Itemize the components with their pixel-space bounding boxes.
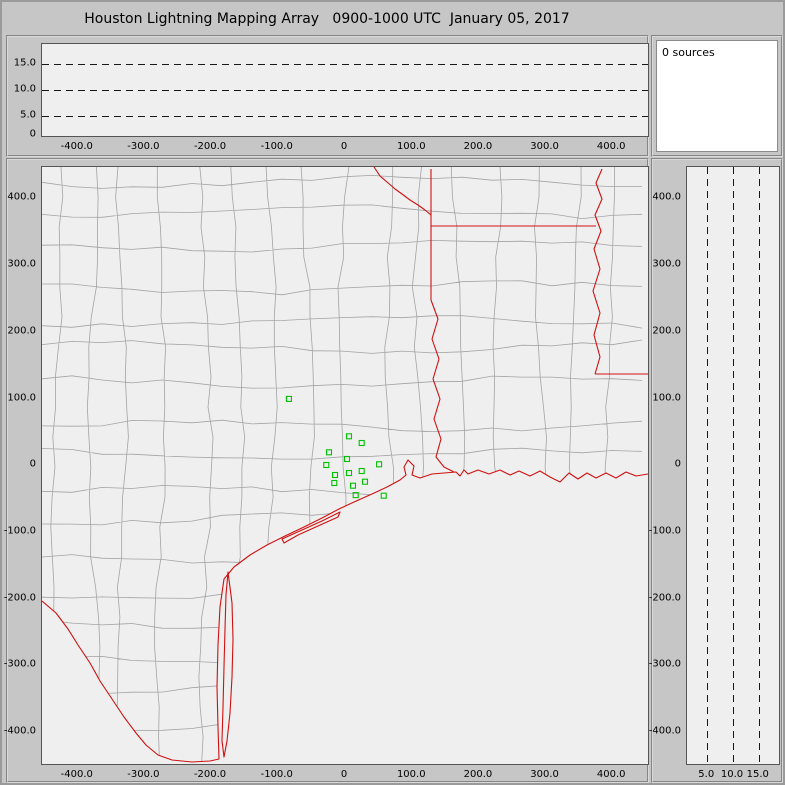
tick-label: 300.0 xyxy=(530,769,559,780)
lma-station-markers xyxy=(285,395,387,499)
tick-label: 200.0 xyxy=(652,325,681,337)
page-title: Houston Lightning Mapping Array 0900-100… xyxy=(84,11,570,27)
tick-label: 100.0 xyxy=(396,141,426,152)
lma-station-marker xyxy=(361,478,369,485)
tick-label: 10.0 xyxy=(13,83,36,95)
tick-label: 100.0 xyxy=(396,769,426,780)
tick-label: 0 xyxy=(29,128,36,140)
tick-label: 400.0 xyxy=(7,191,36,203)
altitude-ew-plot-area[interactable] xyxy=(41,43,649,137)
lma-station-marker xyxy=(352,492,359,499)
coastline-and-rio-grande xyxy=(42,459,648,763)
altitude-ns-y-axis-ticks: 400.0 300.0 200.0 100.0 0 -100.0 -200.0 -300.0 -… xyxy=(649,166,684,763)
tick-label: -400.0 xyxy=(3,725,36,737)
tick-label: -200.0 xyxy=(648,592,681,604)
source-count-panel-frame: 0 sources xyxy=(651,35,783,157)
lma-station-marker xyxy=(358,439,365,447)
county-boundaries xyxy=(42,167,643,762)
source-count-label: 0 sources xyxy=(662,46,715,59)
tick-label: -200.0 xyxy=(193,769,227,780)
tick-label: 5.0 xyxy=(698,769,715,780)
tick-label: 200.0 xyxy=(463,769,493,780)
map-canvas xyxy=(42,167,648,763)
plan-view-map-frame: 400.0 300.0 200.0 100.0 0 -100.0 -200.0 -300.0-… xyxy=(4,158,649,783)
lma-station-marker xyxy=(325,449,333,456)
tick-label: -100.0 xyxy=(3,525,36,537)
lma-station-marker xyxy=(331,479,338,487)
altitude-gridline-10km xyxy=(733,167,734,764)
lma-station-marker xyxy=(285,395,292,402)
tick-label: 400.0 xyxy=(652,191,681,203)
altitude-ew-x-axis-ticks: -400.0 -300.0 -200.0 -100.0 0 100.0 200.0 300.0… xyxy=(41,139,647,154)
map-x-axis-ticks: -400.0 -300.0 -200.0 -100.0 0 100.0 200.0 300.0… xyxy=(41,767,647,782)
tick-label: -400.0 xyxy=(60,141,93,152)
sabine-river-border xyxy=(430,299,455,473)
lma-station-marker xyxy=(349,482,357,489)
lma-station-marker xyxy=(331,471,339,479)
tick-label: 10.0 xyxy=(720,769,744,780)
lma-station-marker xyxy=(345,433,353,440)
tick-label: -100.0 xyxy=(648,525,681,537)
county-boundary-lines xyxy=(42,167,643,762)
altitude-ew-y-axis-ticks: 15.0 10.0 5.0 0 xyxy=(8,43,39,140)
altitude-gridline-15km xyxy=(42,64,648,66)
tick-label: -300.0 xyxy=(3,658,36,670)
altitude-gridline-10km xyxy=(42,90,648,91)
tick-label: 15.0 xyxy=(746,769,769,780)
lma-station-marker xyxy=(323,461,330,469)
source-count-panel[interactable]: 0 sources xyxy=(656,40,778,152)
altitude-ns-panel-frame: 400.0 300.0 200.0 100.0 0 -100.0 -200.0 -300.0 -… xyxy=(649,158,783,783)
tick-label: 0 xyxy=(29,458,36,470)
tick-label: 100.0 xyxy=(7,392,36,404)
lma-station-marker xyxy=(343,455,351,463)
matagorda-island-barrier xyxy=(281,511,341,544)
lma-station-marker xyxy=(376,461,383,468)
tick-label: -300.0 xyxy=(127,769,160,780)
tick-label: -100.0 xyxy=(260,141,293,152)
mississippi-river-border xyxy=(592,168,603,375)
tick-label: 0 xyxy=(674,458,681,470)
title-bar: Houston Lightning Mapping Array 0900-100… xyxy=(6,8,648,27)
lma-station-marker xyxy=(345,469,353,477)
tick-label: -400.0 xyxy=(648,725,681,737)
lma-station-marker xyxy=(358,467,365,475)
tick-label: 300.0 xyxy=(652,258,681,270)
tick-label: -200.0 xyxy=(3,592,36,604)
altitude-gridline-5km xyxy=(707,167,709,764)
tick-label: 400.0 xyxy=(596,141,626,152)
tick-label: -200.0 xyxy=(193,141,227,152)
altitude-gridline-15km xyxy=(758,167,760,764)
tick-label: 300.0 xyxy=(530,141,559,152)
tick-label: -300.0 xyxy=(648,658,681,670)
tick-label: 400.0 xyxy=(596,769,626,780)
padre-island-barrier xyxy=(221,571,234,758)
red-river-border xyxy=(373,167,432,216)
tick-label: 200.0 xyxy=(463,141,493,152)
altitude-gridline-5km xyxy=(42,115,648,117)
tick-label: 5.0 xyxy=(20,109,36,121)
tick-label: 100.0 xyxy=(652,392,681,404)
tick-label: 200.0 xyxy=(7,325,36,337)
tick-label: 300.0 xyxy=(7,258,36,270)
altitude-ns-x-axis-ticks: 5.0 10.0 15.0 xyxy=(686,767,778,782)
tick-label: -300.0 xyxy=(127,141,160,152)
altitude-ew-panel-frame: 15.0 10.0 5.0 0 -400.0 -300.0 -200.0 -100.0 0 10… xyxy=(6,35,649,157)
lma-station-marker xyxy=(380,492,387,499)
tick-label: 0 xyxy=(340,769,348,780)
tick-label: 0 xyxy=(340,141,348,152)
map-y-axis-ticks: 400.0 300.0 200.0 100.0 0 -100.0 -200.0 -300.0 -… xyxy=(4,166,39,763)
state-borders-and-coastline xyxy=(42,167,648,763)
plan-view-map-plot-area[interactable] xyxy=(41,166,649,765)
altitude-ns-plot-area[interactable] xyxy=(686,166,780,765)
tick-label: -100.0 xyxy=(260,769,293,780)
tick-label: -400.0 xyxy=(60,769,93,780)
tick-label: 15.0 xyxy=(13,57,36,69)
